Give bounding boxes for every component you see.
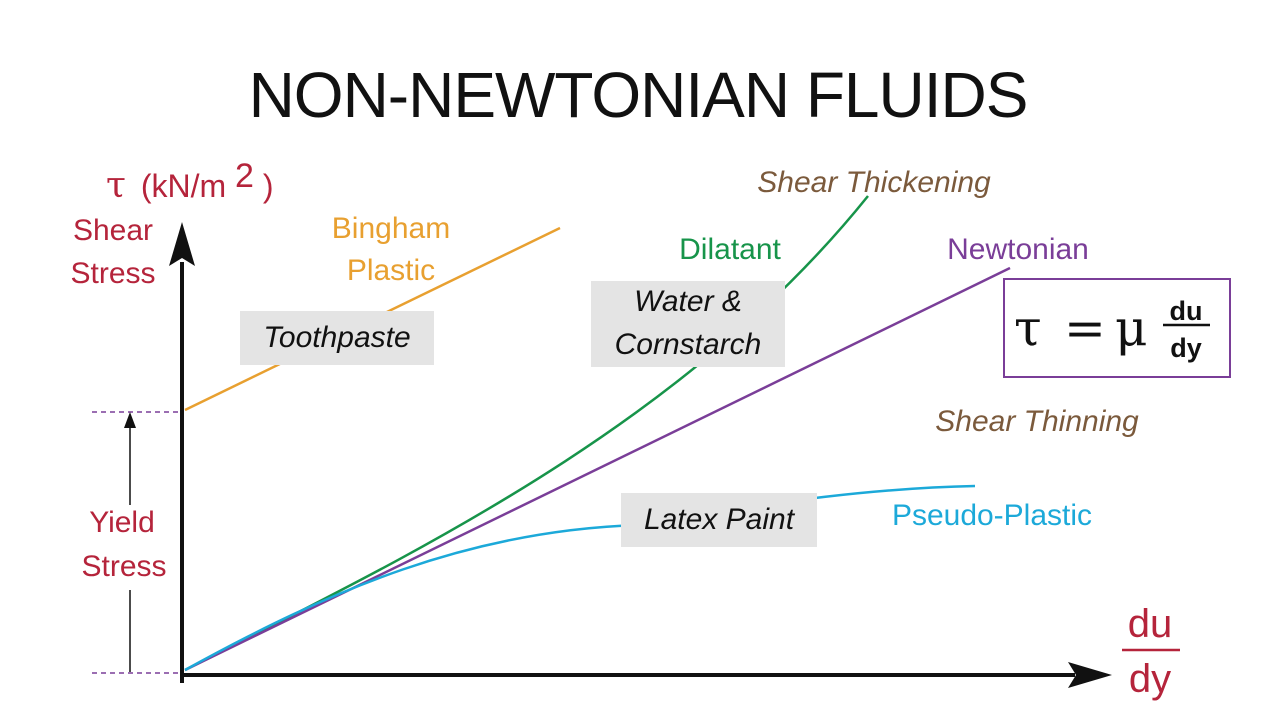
equation-denominator: dy bbox=[1170, 333, 1202, 363]
shear-thinning-label: Shear Thinning bbox=[935, 405, 1139, 438]
pseudo-plastic-label: Pseudo-Plastic bbox=[892, 499, 1092, 532]
tau-symbol: τ bbox=[106, 165, 126, 206]
cornstarch-label-line1: Water & bbox=[634, 285, 742, 318]
y-axis-arrowhead bbox=[169, 222, 195, 266]
toothpaste-label: Toothpaste bbox=[263, 321, 410, 354]
page-title: NON-NEWTONIAN FLUIDS bbox=[249, 59, 1028, 131]
y-axis-unit-close: ) bbox=[263, 168, 274, 204]
x-axis-arrowhead bbox=[1068, 662, 1112, 688]
bingham-label-line2: Plastic bbox=[347, 254, 435, 287]
toothpaste-box bbox=[240, 311, 434, 365]
cornstarch-box bbox=[591, 281, 785, 367]
latex-paint-box bbox=[621, 493, 817, 547]
equation-box bbox=[1003, 278, 1231, 378]
equation-coefficient: μ bbox=[1115, 299, 1148, 357]
x-axis-denominator: dy bbox=[1129, 657, 1171, 701]
pseudo-plastic-curve bbox=[184, 484, 976, 672]
equation-equals: = bbox=[1064, 299, 1106, 357]
cornstarch-label-line2: Cornstarch bbox=[615, 328, 762, 361]
latex-paint-label: Latex Paint bbox=[644, 503, 796, 536]
yield-label-line1: Yield bbox=[89, 506, 155, 539]
yield-arrowhead bbox=[124, 412, 136, 428]
newtonian-label: Newtonian bbox=[947, 233, 1089, 266]
x-axis-numerator: du bbox=[1128, 602, 1173, 646]
dilatant-curve bbox=[184, 195, 869, 672]
bingham-label-line1: Bingham bbox=[332, 212, 450, 245]
dilatant-label: Dilatant bbox=[679, 233, 781, 266]
newtonian-line bbox=[184, 266, 1011, 672]
equation-lhs: τ bbox=[1014, 299, 1042, 357]
y-axis-name-line1: Shear bbox=[73, 214, 153, 247]
y-axis-unit: (kN/m bbox=[141, 168, 226, 204]
y-axis-exponent: 2 bbox=[235, 157, 254, 195]
y-axis-label: τ (kN/m 2 ) bbox=[106, 157, 273, 206]
equation-numerator: du bbox=[1170, 296, 1203, 326]
y-axis-name-line2: Stress bbox=[70, 257, 155, 290]
shear-thickening-label: Shear Thickening bbox=[757, 166, 991, 199]
yield-label-line2: Stress bbox=[81, 550, 166, 583]
